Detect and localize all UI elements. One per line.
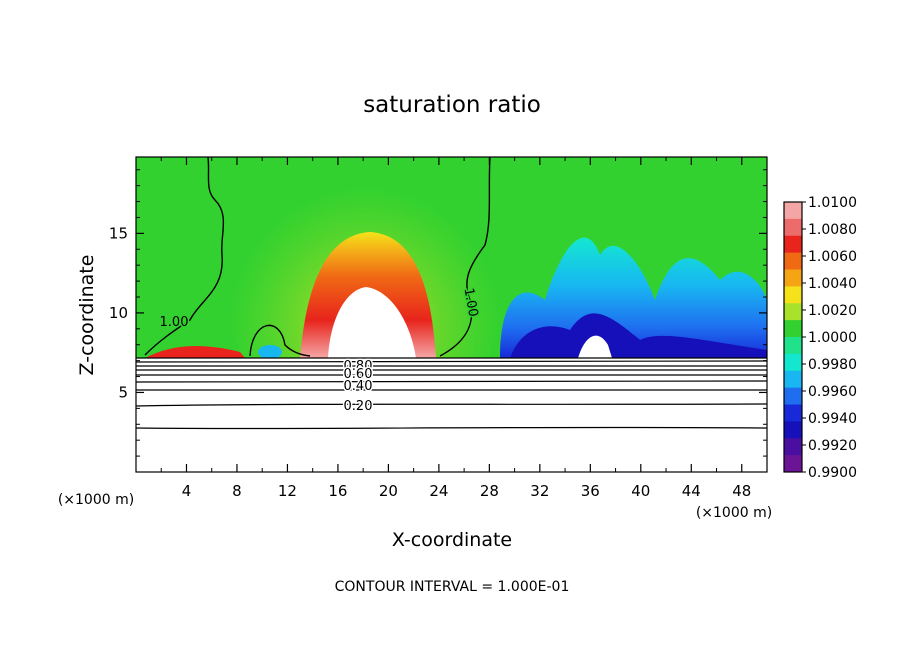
colorbar-swatch <box>784 269 802 287</box>
x-tick-label: 40 <box>631 482 650 500</box>
y-tick-label: 5 <box>118 383 128 401</box>
x-tick-label: 12 <box>278 482 297 500</box>
colorbar-swatch <box>784 337 802 355</box>
y-axis: 5 10 15 <box>109 169 767 457</box>
colorbar-swatch <box>784 252 802 270</box>
colorbar-label: 0.9960 <box>808 384 857 400</box>
cool-core <box>510 313 767 358</box>
x-tick-label: 32 <box>530 482 549 500</box>
x-tick-label: 36 <box>581 482 600 500</box>
contour-label-040: 0.40 <box>344 379 373 394</box>
contour-label-right: 1.00 <box>461 287 481 318</box>
colorbar-label: 0.9920 <box>808 438 857 454</box>
contour-label-left: 1.00 <box>160 315 189 330</box>
contour-label-080: 0.80 <box>344 359 373 374</box>
colorbar-label: 1.0040 <box>808 276 857 292</box>
y-axis-label: Z-coordinate <box>76 255 98 376</box>
x-tick-label: 24 <box>429 482 448 500</box>
x-tick-label: 16 <box>328 482 347 500</box>
contour-label-020: 0.20 <box>344 399 373 414</box>
colorbar-swatch <box>784 303 802 321</box>
colorbar-swatch <box>784 387 802 405</box>
contour-1-right <box>439 157 491 357</box>
colorbar: 1.0100 1.0080 1.0060 1.0040 1.0020 1.0000 0.99… <box>783 195 857 481</box>
left-band <box>145 346 245 358</box>
colorbar-label: 1.0060 <box>808 249 857 265</box>
y-tick-label: 10 <box>109 304 128 322</box>
colorbar-swatch <box>784 455 802 473</box>
colorbar-swatch <box>784 370 802 389</box>
colorbar-swatch <box>784 235 802 254</box>
contour-label-060: 0.60 <box>344 367 373 382</box>
x-tick-label: 8 <box>232 482 242 500</box>
colorbar-label: 1.0080 <box>808 222 857 238</box>
colorbar-swatch <box>784 404 802 422</box>
x-tick-label: 48 <box>732 482 751 500</box>
x-tick-label: 4 <box>182 482 192 500</box>
colorbar-swatch <box>784 218 802 237</box>
contour-bump <box>249 324 311 357</box>
colorbar-swatch <box>784 320 802 338</box>
colorbar-swatch <box>784 202 802 220</box>
lower-contours <box>136 357 767 430</box>
x-unit-right: (×1000 m) <box>696 505 772 521</box>
x-axis-label: X-coordinate <box>392 529 512 551</box>
colorbar-label: 1.0100 <box>808 195 857 211</box>
x-tick-label: 28 <box>480 482 499 500</box>
colorbar-label: 1.0000 <box>808 330 857 346</box>
x-unit-left: (×1000 m) <box>58 492 134 508</box>
colorbar-label: 0.9980 <box>808 357 857 373</box>
cool-region <box>500 237 767 358</box>
plot-frame <box>135 156 768 473</box>
white-region <box>328 287 416 358</box>
colorbar-swatch <box>784 438 802 456</box>
colorbar-label: 1.0020 <box>808 303 857 319</box>
contour-1-left <box>144 157 225 356</box>
x-axis: 4 8 12 16 20 24 28 32 36 40 44 48 <box>160 157 751 500</box>
plot-area <box>136 157 767 472</box>
colorbar-label: 0.9900 <box>808 465 857 481</box>
colorbar-swatch <box>784 353 802 372</box>
contour-interval-note: CONTOUR INTERVAL = 1.000E-01 <box>335 579 570 595</box>
colorbar-swatch <box>784 286 802 304</box>
white-right <box>578 335 612 358</box>
colorbar-swatch <box>784 421 802 439</box>
colorbar-label: 0.9940 <box>808 411 857 427</box>
y-tick-label: 15 <box>109 224 128 242</box>
lower-region <box>136 358 767 472</box>
x-tick-label: 20 <box>379 482 398 500</box>
x-tick-label: 44 <box>682 482 701 500</box>
chart-title: saturation ratio <box>363 92 541 118</box>
small-blue-spot <box>258 345 282 359</box>
